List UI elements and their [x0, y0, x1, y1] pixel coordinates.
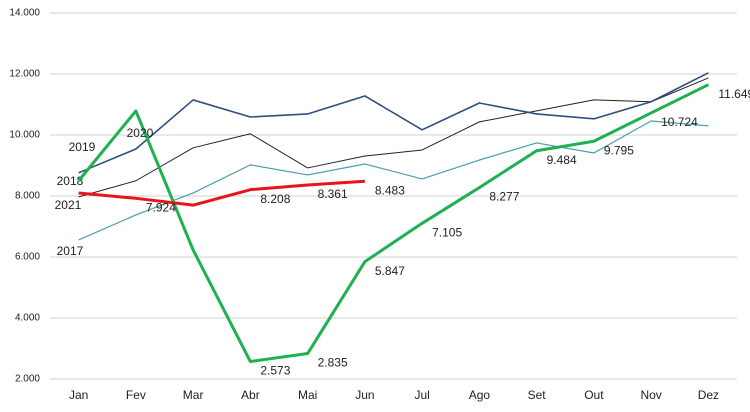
data-label: 5.847 [375, 264, 405, 278]
series-line [78, 179, 365, 207]
x-tick-label: Nov [640, 388, 661, 402]
series-name: 2019 [69, 140, 96, 154]
data-label: 10.724 [661, 115, 698, 129]
y-tick-label: 12.000 [9, 69, 40, 80]
x-tick-label: Mar [183, 388, 204, 402]
x-tick-label: Jan [69, 388, 88, 402]
data-label: 8.361 [318, 187, 348, 201]
x-tick-label: Abr [241, 388, 260, 402]
data-label: 8.208 [260, 192, 290, 206]
x-tick-label: Ago [469, 388, 491, 402]
x-tick-label: Set [528, 388, 547, 402]
series-name: 2021 [55, 198, 82, 212]
series-line [78, 77, 709, 198]
x-tick-label: Mai [298, 388, 317, 402]
data-label: 11.649 [718, 87, 750, 101]
y-tick-label: 8.000 [15, 191, 40, 202]
y-tick-label: 2.000 [15, 374, 40, 385]
x-tick-label: Jun [355, 388, 374, 402]
series-name: 2017 [57, 244, 84, 258]
y-tick-label: 14.000 [9, 8, 40, 19]
series-line [78, 120, 709, 241]
data-label: 9.484 [547, 153, 577, 167]
data-label: 8.277 [489, 190, 519, 204]
data-label: 2.835 [318, 356, 348, 370]
y-tick-label: 6.000 [15, 252, 40, 263]
data-label: 7.105 [432, 225, 462, 239]
y-tick-label: 10.000 [9, 130, 40, 141]
data-label: 9.795 [604, 143, 634, 157]
data-label: 8.483 [375, 183, 405, 197]
y-tick-label: 4.000 [15, 313, 40, 324]
data-label: 2.573 [260, 364, 290, 378]
x-tick-label: Jul [414, 388, 429, 402]
x-tick-label: Dez [698, 388, 719, 402]
series-name: 2020 [127, 126, 154, 140]
x-tick-label: Fev [126, 388, 146, 402]
series-line [77, 83, 710, 364]
series-name: 2018 [57, 174, 84, 188]
x-tick-label: Out [584, 388, 604, 402]
data-label: 7.924 [146, 200, 176, 214]
series-line [78, 72, 709, 174]
